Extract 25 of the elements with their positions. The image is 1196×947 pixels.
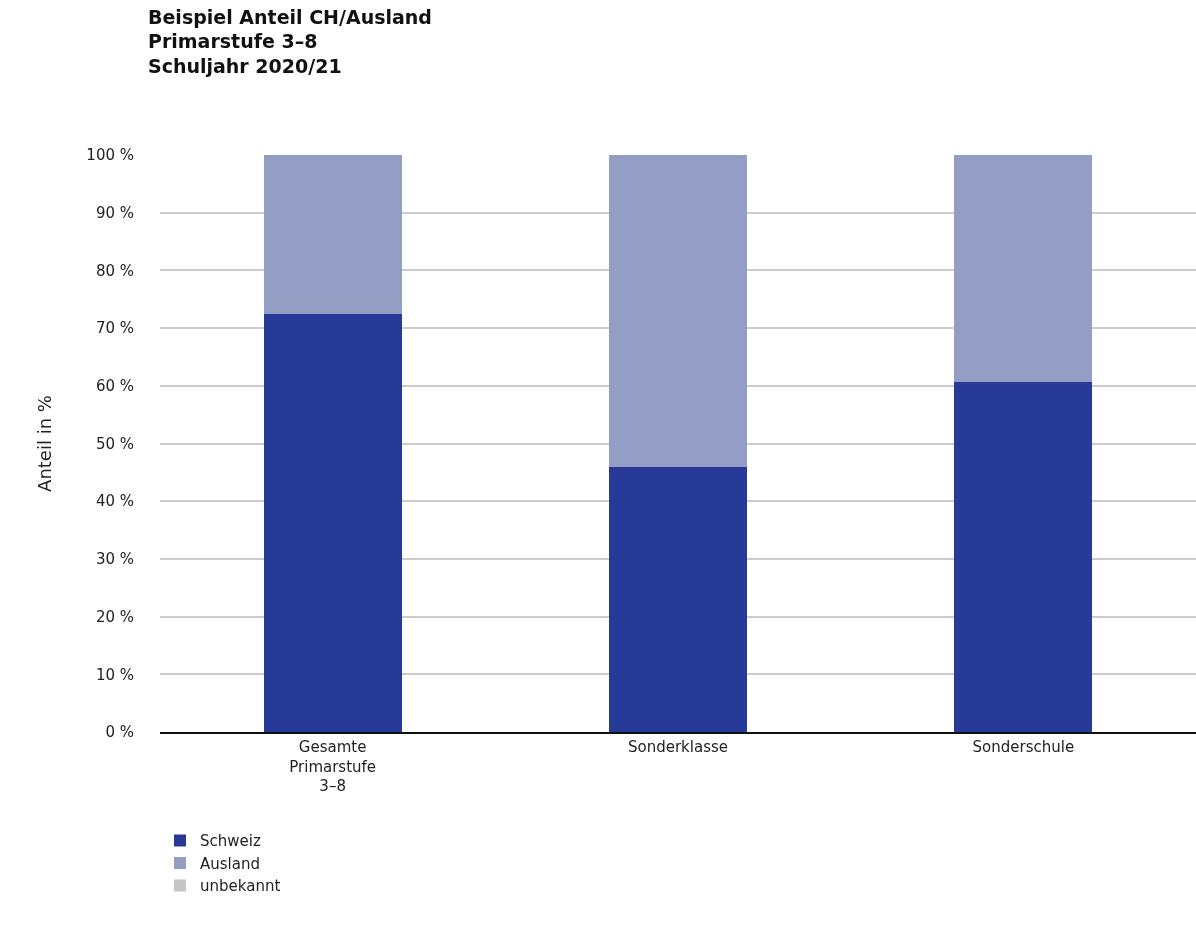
x-tick-label: Sonderschule <box>972 738 1075 756</box>
legend-label: unbekannt <box>200 877 281 896</box>
bar <box>263 155 402 314</box>
chart-title: Beispiel Anteil CH/Ausland Primarstufe 3–8 Schuljahr 2020/21 <box>148 5 432 78</box>
y-tick-label: 40 % <box>95 492 134 511</box>
y-tick-label: 50 % <box>95 434 134 453</box>
legend-label: Schweiz <box>200 832 261 851</box>
y-tick-label: 30 % <box>95 550 134 569</box>
y-axis-title: Anteil in % <box>33 395 55 492</box>
bar <box>608 466 748 732</box>
bar <box>608 155 748 467</box>
x-tick-label: Gesamte Primarstufe 3–8 <box>289 738 377 795</box>
bar <box>954 382 1093 732</box>
y-tick-label: 70 % <box>95 319 134 338</box>
y-tick-label: 100 % <box>86 146 134 165</box>
bar <box>954 155 1093 383</box>
x-tick-label: Sonderklasse <box>627 738 729 756</box>
legend-label: Ausland <box>200 854 260 873</box>
bar <box>263 313 402 732</box>
y-tick-label: 90 % <box>95 203 134 222</box>
y-tick-label: 10 % <box>95 665 134 684</box>
y-tick-label: 0 % <box>105 723 134 742</box>
y-tick-label: 60 % <box>95 377 134 396</box>
y-tick-label: 20 % <box>95 607 134 626</box>
y-tick-label: 80 % <box>95 261 134 280</box>
